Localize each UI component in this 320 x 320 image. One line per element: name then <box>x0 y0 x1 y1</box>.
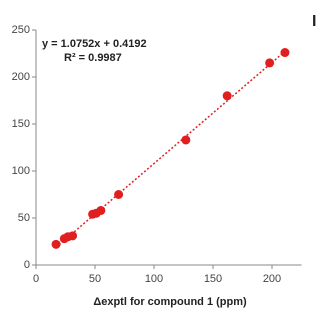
x-tick-label: 0 <box>33 273 39 285</box>
y-tick-label: 200 <box>12 71 30 83</box>
point <box>181 135 191 145</box>
y-tick-label: 100 <box>12 165 30 177</box>
y-tick-label: 50 <box>18 212 30 224</box>
x-tick-label: 100 <box>145 273 163 285</box>
point <box>265 58 275 68</box>
y-tick-label: 250 <box>12 24 30 36</box>
point <box>68 231 78 241</box>
r-squared: R² = 0.9987 <box>64 52 122 64</box>
x-axis-label: Δexptl for compound 1 (ppm) <box>93 296 247 308</box>
point <box>96 205 106 215</box>
point <box>222 91 232 101</box>
panel-label: I <box>312 13 316 30</box>
point <box>280 48 290 58</box>
y-tick-label: 150 <box>12 118 30 130</box>
y-tick-label: 0 <box>24 259 30 271</box>
x-tick-label: 150 <box>204 273 222 285</box>
point <box>51 239 61 249</box>
equation: y = 1.0752x + 0.4192 <box>42 38 147 50</box>
x-tick-label: 200 <box>263 273 281 285</box>
x-tick-label: 50 <box>89 273 101 285</box>
point <box>114 190 124 199</box>
